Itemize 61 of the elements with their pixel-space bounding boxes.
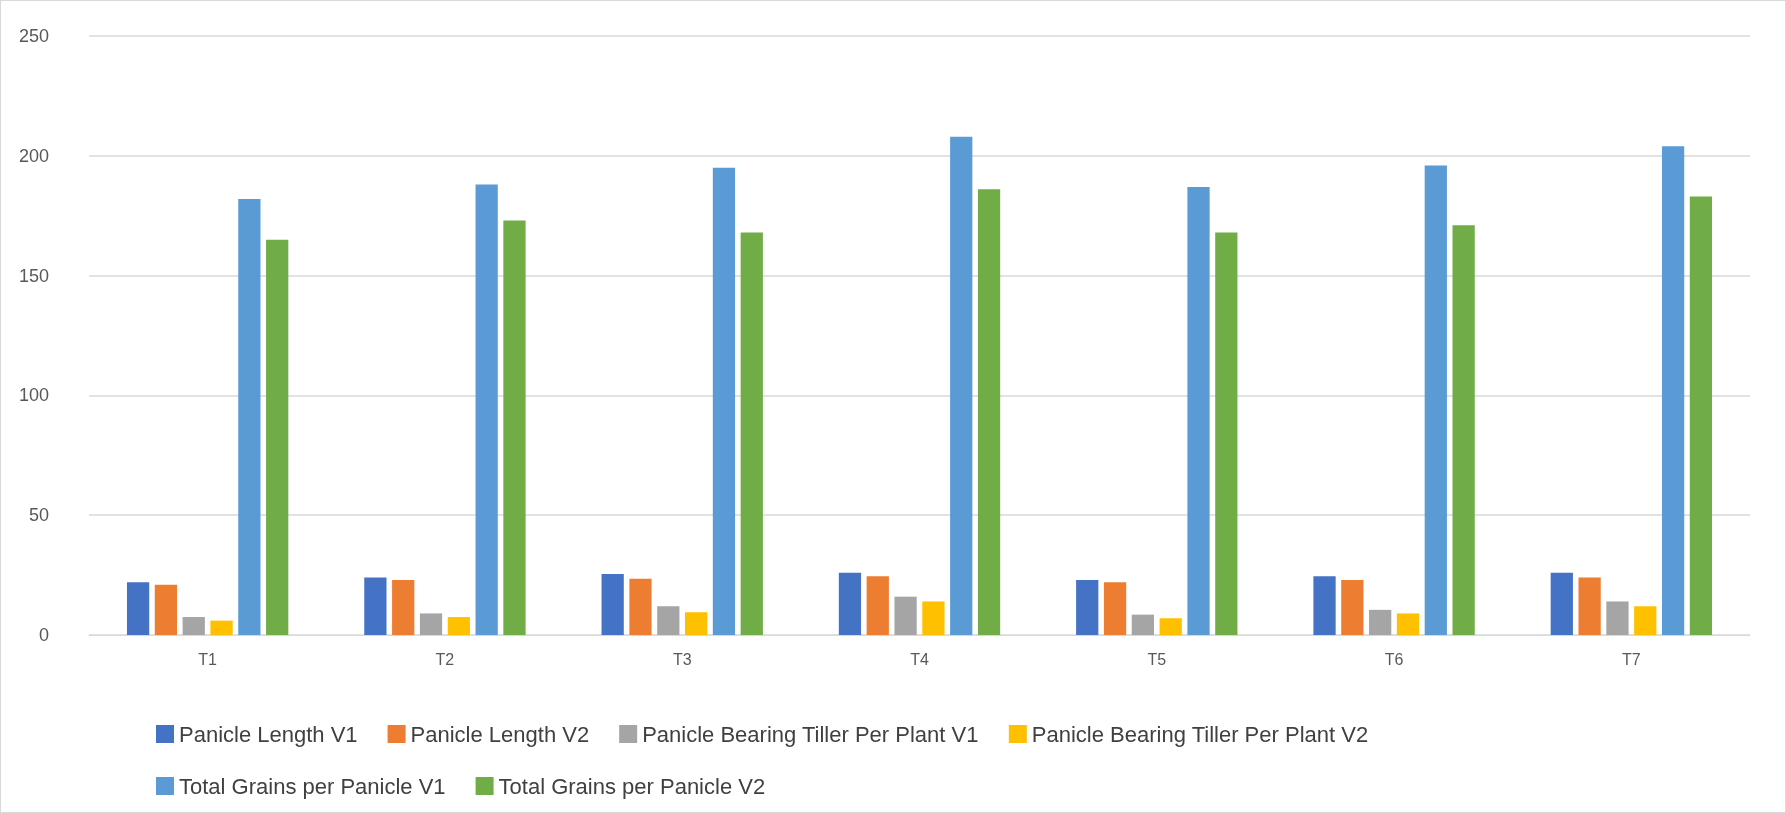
bar [922, 601, 945, 635]
bar [838, 572, 862, 635]
y-tick-label: 100 [18, 385, 49, 406]
x-tick-label: T3 [672, 650, 692, 668]
bar [740, 232, 763, 635]
bar [1634, 606, 1657, 635]
legend-label: Total Grains per Panicle V1 [179, 773, 446, 799]
bar [629, 578, 652, 635]
bar [894, 596, 917, 635]
bar [1424, 165, 1447, 635]
legend-label: Panicle Length V1 [179, 721, 358, 747]
bar [866, 576, 889, 635]
bar [266, 239, 289, 635]
legend-label: Panicle Bearing Tiller Per Plant V2 [1031, 721, 1369, 747]
bar [1341, 579, 1364, 635]
x-tick-label: T6 [1384, 650, 1404, 668]
bar [685, 612, 708, 635]
x-tick-label: T4 [910, 650, 929, 668]
bar [364, 577, 387, 635]
bar [1313, 576, 1336, 635]
bar [1578, 577, 1601, 635]
bar [475, 184, 498, 635]
bar [210, 620, 233, 635]
bar [419, 613, 443, 635]
bar [1369, 609, 1392, 635]
x-tick-label: T2 [435, 650, 455, 668]
bar [601, 573, 624, 635]
y-tick-label: 0 [38, 625, 49, 645]
bar [1159, 618, 1182, 635]
bar [712, 167, 736, 635]
y-tick-label: 200 [18, 145, 49, 166]
bar [503, 220, 526, 635]
bar [1187, 186, 1210, 635]
y-tick-label: 50 [28, 505, 49, 526]
legend-label: Panicle Length V2 [410, 721, 590, 747]
bar [1131, 614, 1154, 635]
bar [1396, 613, 1420, 635]
bar [977, 189, 1001, 635]
bar [1606, 601, 1629, 635]
bar [238, 198, 261, 635]
x-tick-label: T1 [198, 650, 218, 668]
bar [1452, 225, 1475, 635]
bar [1215, 232, 1238, 635]
legend-label: Total Grains per Panicle V2 [498, 773, 766, 799]
legend-label: Panicle Bearing Tiller Per Plant V1 [642, 721, 979, 747]
bar [1076, 579, 1099, 635]
x-tick-label: T5 [1147, 650, 1167, 668]
bar [182, 617, 205, 635]
y-tick-label: 150 [18, 265, 49, 286]
bar [1689, 196, 1713, 635]
bar [1550, 572, 1573, 635]
bar [1103, 582, 1127, 635]
y-tick-label: 250 [18, 26, 49, 46]
bar [392, 579, 415, 635]
bar [1661, 146, 1685, 635]
bar [447, 617, 470, 635]
bar [950, 136, 973, 635]
x-tick-label: T7 [1622, 650, 1641, 668]
bar [126, 582, 150, 635]
bar [657, 606, 680, 635]
bar [154, 584, 178, 635]
